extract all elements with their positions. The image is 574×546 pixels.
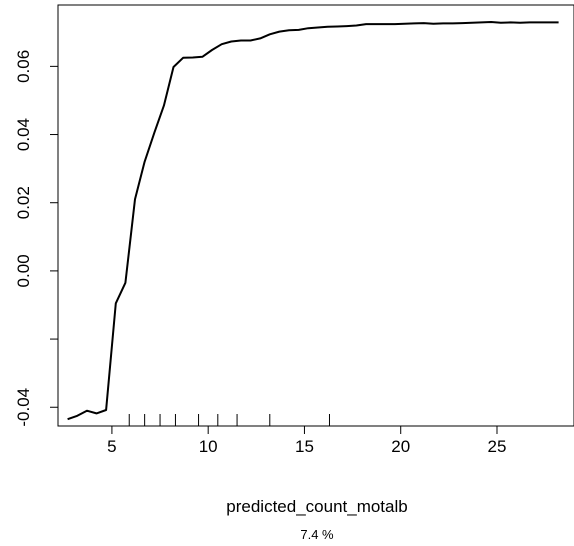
x-tick-label: 5	[107, 437, 116, 456]
x-tick-label: 15	[295, 437, 314, 456]
y-tick-label: 0.04	[14, 118, 33, 151]
y-tick-label: -0.04	[14, 388, 33, 427]
y-tick-label: 0.06	[14, 50, 33, 83]
chart-caption: 7.4 %	[300, 527, 334, 542]
y-axis: -0.04 0.00 0.02 0.04 0.06	[14, 50, 58, 427]
y-tick-label: 0.02	[14, 186, 33, 219]
rug-marks	[128, 414, 330, 426]
x-tick-label: 25	[488, 437, 507, 456]
x-axis-label: predicted_count_motalb	[226, 497, 407, 516]
y-tick-label: 0.00	[14, 254, 33, 287]
series-line	[67, 21, 559, 421]
plot-frame	[57, 4, 574, 427]
x-tick-label: 10	[199, 437, 218, 456]
x-tick-label: 20	[391, 437, 410, 456]
x-axis: 5 10 15 20 25	[107, 426, 506, 456]
